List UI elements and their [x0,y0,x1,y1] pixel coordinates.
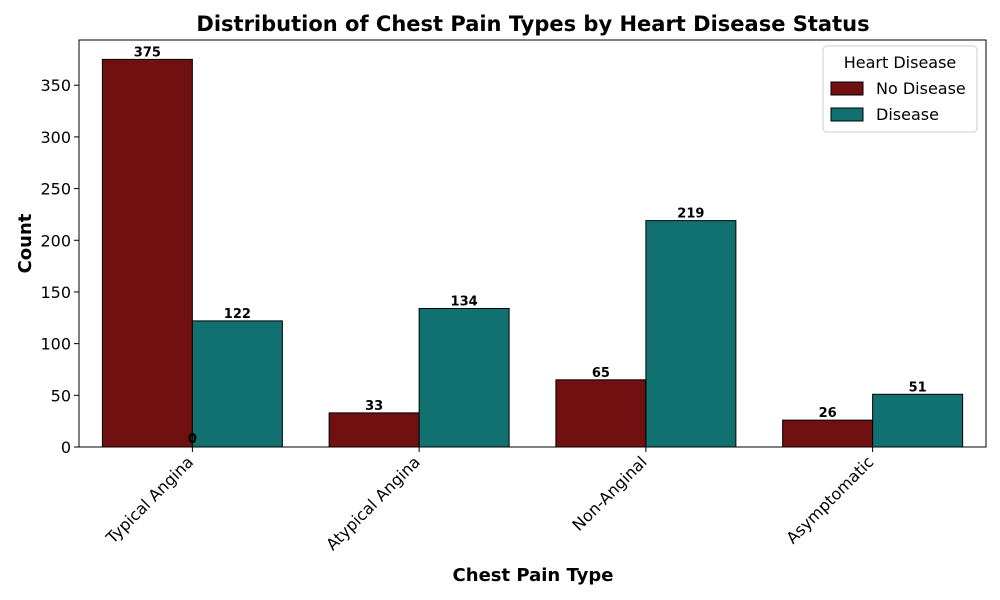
legend-label-disease: Disease [876,105,939,124]
bar-disease-0 [191,320,283,448]
bar-no-disease-2 [555,379,647,448]
y-tick-label: 100 [40,335,71,354]
x-tick-label: Asymptomatic [782,452,877,547]
y-axis: 0 50 100 150 200 250 300 350 [40,76,79,457]
bar-no-disease-1 [328,412,420,448]
bar-labels-group: 375 33 65 26 122 134 219 51 0 [134,45,927,447]
legend: Heart Disease No Disease Disease [822,45,978,133]
bar-no-disease-0 [101,58,193,448]
legend-swatch-no-disease [830,81,864,96]
bar-value-label: 33 [365,399,383,414]
plot-frame [78,39,987,448]
x-axis-title: Chest Pain Type [453,565,614,586]
y-tick-label: 350 [40,76,71,95]
y-tick-label: 150 [40,283,71,302]
x-axis: Typical Angina Atypical Angina Non-Anginal… [102,447,877,554]
bar-value-label: 26 [819,406,837,421]
legend-label-no-disease: No Disease [876,79,966,98]
bar-value-label: 122 [224,307,251,322]
bar-value-label: 134 [451,294,478,309]
bar-disease-3 [872,393,964,448]
bar-no-disease-3 [782,419,874,448]
y-tick-label: 50 [51,386,71,405]
bar-disease-1 [418,307,510,448]
y-tick-label: 200 [40,231,71,250]
x-tick-label: Typical Angina [102,452,198,548]
legend-swatch-disease [830,107,864,122]
bar-value-label: 51 [909,380,927,395]
bar-value-label: 375 [134,45,161,60]
y-tick-label: 300 [40,128,71,147]
bar-disease-2 [645,220,737,448]
x-tick-label: Non-Anginal [568,452,650,534]
zero-annotation: 0 [188,432,197,447]
y-tick-label: 0 [61,438,71,457]
x-tick-label: Atypical Angina [322,452,424,554]
bar-value-label: 219 [677,207,704,222]
legend-title: Heart Disease [844,53,957,72]
legend-items: No Disease Disease [830,79,966,124]
y-tick-label: 250 [40,180,71,199]
bars-group [101,58,964,448]
y-axis-title: Count [15,213,36,273]
bar-value-label: 65 [592,366,610,381]
chart-title: Distribution of Chest Pain Types by Hear… [196,12,869,36]
